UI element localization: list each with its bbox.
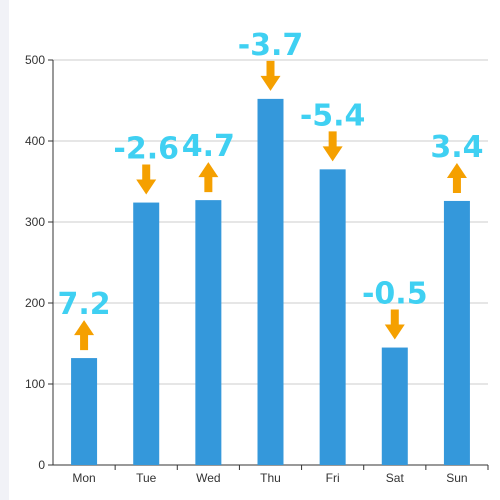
arrow-up-icon [446, 162, 467, 193]
x-tick-label: Mon [72, 471, 95, 485]
change-label-sun: 3.4 [430, 130, 483, 165]
change-arrows [74, 60, 467, 351]
arrow-down-icon [322, 131, 343, 162]
y-tick-label: 0 [38, 458, 45, 472]
left-edge-strip [0, 0, 9, 500]
x-tick-label: Fri [326, 471, 340, 485]
change-label-wed: 4.7 [182, 129, 235, 164]
axes: 0 100 200 300 400 500 Mon Tue Wed Thu Fri Sat Sun [25, 53, 489, 485]
y-tick-label: 500 [25, 53, 45, 67]
change-label-tue: -2.6 [113, 132, 179, 167]
bar-tue [133, 202, 160, 465]
change-label-thu: -3.7 [238, 28, 304, 63]
y-tick-label: 200 [25, 296, 45, 310]
x-tick-label: Tue [136, 471, 157, 485]
y-tick-label: 300 [25, 215, 45, 229]
bar-wed [195, 200, 222, 465]
change-labels: 7.2 -2.6 4.7 -3.7 -5.4 -0.5 3.4 [57, 28, 483, 322]
bar-sat [381, 347, 408, 465]
change-label-fri: -5.4 [300, 98, 366, 133]
change-label-mon: 7.2 [57, 287, 110, 322]
bar-mon [71, 358, 98, 465]
x-tick-label: Sun [446, 471, 467, 485]
x-tick-label: Wed [196, 471, 220, 485]
bar-thu [257, 98, 284, 465]
bars [71, 98, 470, 465]
arrow-down-icon [260, 60, 281, 91]
arrow-up-icon [198, 162, 219, 193]
y-tick-label: 100 [25, 377, 45, 391]
arrow-down-icon [384, 309, 405, 340]
bar-fri [319, 169, 346, 465]
y-tick-label: 400 [25, 134, 45, 148]
x-tick-label: Sat [386, 471, 405, 485]
arrow-up-icon [74, 320, 95, 351]
change-label-sat: -0.5 [362, 277, 428, 312]
arrow-down-icon [136, 164, 157, 195]
bar-sun [443, 200, 470, 465]
x-tick-label: Thu [260, 471, 281, 485]
